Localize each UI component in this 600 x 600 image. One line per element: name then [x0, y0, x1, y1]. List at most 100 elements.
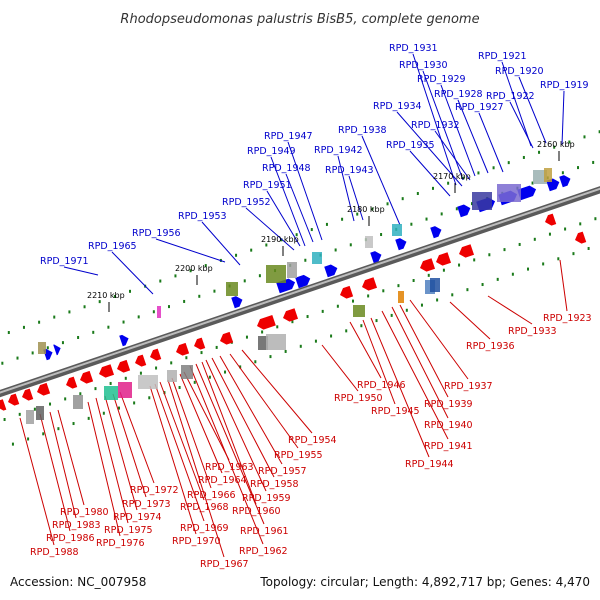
leader-line — [112, 393, 147, 498]
track-tick — [390, 313, 393, 317]
homolog-box — [167, 370, 177, 382]
track-tick — [579, 222, 582, 226]
gene-label: RPD_1968 — [180, 502, 229, 513]
track-tick — [224, 370, 227, 374]
track-tick — [436, 298, 439, 302]
track-tick — [410, 222, 413, 226]
track-tick — [159, 279, 162, 283]
track-tick — [77, 335, 80, 339]
gene-label: RPD_1983 — [52, 520, 101, 531]
gene-label: RPD_1948 — [262, 163, 311, 174]
track-tick — [109, 381, 112, 385]
gene-label: RPD_1954 — [288, 435, 337, 446]
track-tick — [204, 264, 207, 268]
reverse-gene — [459, 244, 475, 258]
leader-line — [19, 417, 55, 546]
forward-gene — [119, 334, 129, 347]
leader-line — [154, 383, 205, 522]
leader-line — [399, 304, 449, 398]
leader-line — [559, 259, 568, 312]
track-tick — [83, 305, 86, 309]
track-tick — [139, 371, 142, 375]
track-tick — [27, 437, 30, 441]
reverse-gene — [436, 252, 452, 266]
track-tick — [239, 365, 242, 369]
track-tick — [462, 176, 465, 180]
leader-line — [478, 112, 504, 173]
homolog-box — [472, 192, 492, 210]
leader-line — [348, 175, 364, 221]
gene-label: RPD_1922 — [486, 91, 535, 102]
leader-line — [111, 251, 154, 295]
track-tick — [94, 387, 97, 391]
map-title: Rhodopseudomonas palustris BisB5, comple… — [120, 12, 479, 27]
track-tick — [557, 257, 560, 261]
track-tick — [122, 320, 125, 324]
gene-label: RPD_1933 — [508, 326, 557, 337]
reverse-gene — [420, 258, 436, 272]
leader-line — [285, 173, 314, 243]
track-tick — [208, 375, 211, 379]
track-tick — [183, 299, 186, 303]
leader-line — [409, 150, 451, 197]
gene-label: RPD_1951 — [243, 180, 292, 191]
track-tick — [345, 329, 348, 333]
track-tick — [458, 263, 461, 267]
topology-text: Topology: circular; Length: 4,892,717 bp… — [259, 575, 590, 589]
track-tick — [53, 315, 56, 319]
gene-label: RPD_1955 — [274, 450, 323, 461]
track-tick — [18, 412, 21, 416]
track-tick — [442, 268, 445, 272]
track-tick — [200, 351, 203, 355]
gene-label: RPD_1972 — [130, 485, 179, 496]
forward-gene — [430, 226, 442, 239]
genome-backbone — [0, 186, 600, 398]
gene-label: RPD_1923 — [543, 313, 592, 324]
track-tick — [33, 407, 36, 411]
forward-gene — [457, 204, 471, 218]
gene-label: RPD_1943 — [325, 165, 374, 176]
track-tick — [455, 207, 458, 211]
reverse-gene — [117, 359, 131, 373]
homolog-box — [497, 184, 521, 202]
gene-label: RPD_1967 — [200, 559, 249, 570]
reverse-gene — [220, 331, 234, 345]
scale-label: 2200 kbp — [175, 264, 213, 273]
track-tick — [38, 320, 41, 324]
leader-line — [241, 349, 313, 434]
track-tick — [466, 288, 469, 292]
leader-line — [201, 361, 257, 505]
scale-label: 2210 kbp — [87, 291, 125, 300]
homolog-box — [544, 168, 552, 182]
gene-label: RPD_1966 — [187, 490, 236, 501]
track-tick — [265, 243, 268, 247]
gene-features — [0, 168, 587, 424]
leader-line — [381, 310, 449, 440]
track-tick — [31, 351, 34, 355]
leader-line — [57, 409, 85, 506]
track-tick — [416, 192, 419, 196]
track-tick — [507, 161, 510, 165]
reverse-gene — [0, 399, 7, 411]
track-tick — [496, 277, 499, 281]
track-tick — [306, 315, 309, 319]
gene-label: RPD_1976 — [96, 538, 145, 549]
track-tick — [440, 212, 443, 216]
track-tick — [148, 396, 151, 400]
track-tick — [243, 279, 246, 283]
reverse-gene — [194, 337, 206, 350]
leader-line — [219, 355, 283, 465]
gene-label: RPD_1946 — [357, 380, 406, 391]
leader-line — [370, 317, 430, 458]
homolog-box — [138, 375, 158, 389]
track-tick — [61, 341, 64, 345]
label-leader-lines — [19, 53, 568, 558]
forward-gene — [395, 238, 407, 251]
track-tick — [213, 289, 216, 293]
gene-label: RPD_1941 — [424, 441, 473, 452]
track-tick — [72, 422, 75, 426]
gene-label: RPD_1963 — [205, 462, 254, 473]
gene-label: RPD_1936 — [466, 341, 515, 352]
gene-label: RPD_1944 — [405, 459, 454, 470]
leader-line — [95, 397, 129, 524]
